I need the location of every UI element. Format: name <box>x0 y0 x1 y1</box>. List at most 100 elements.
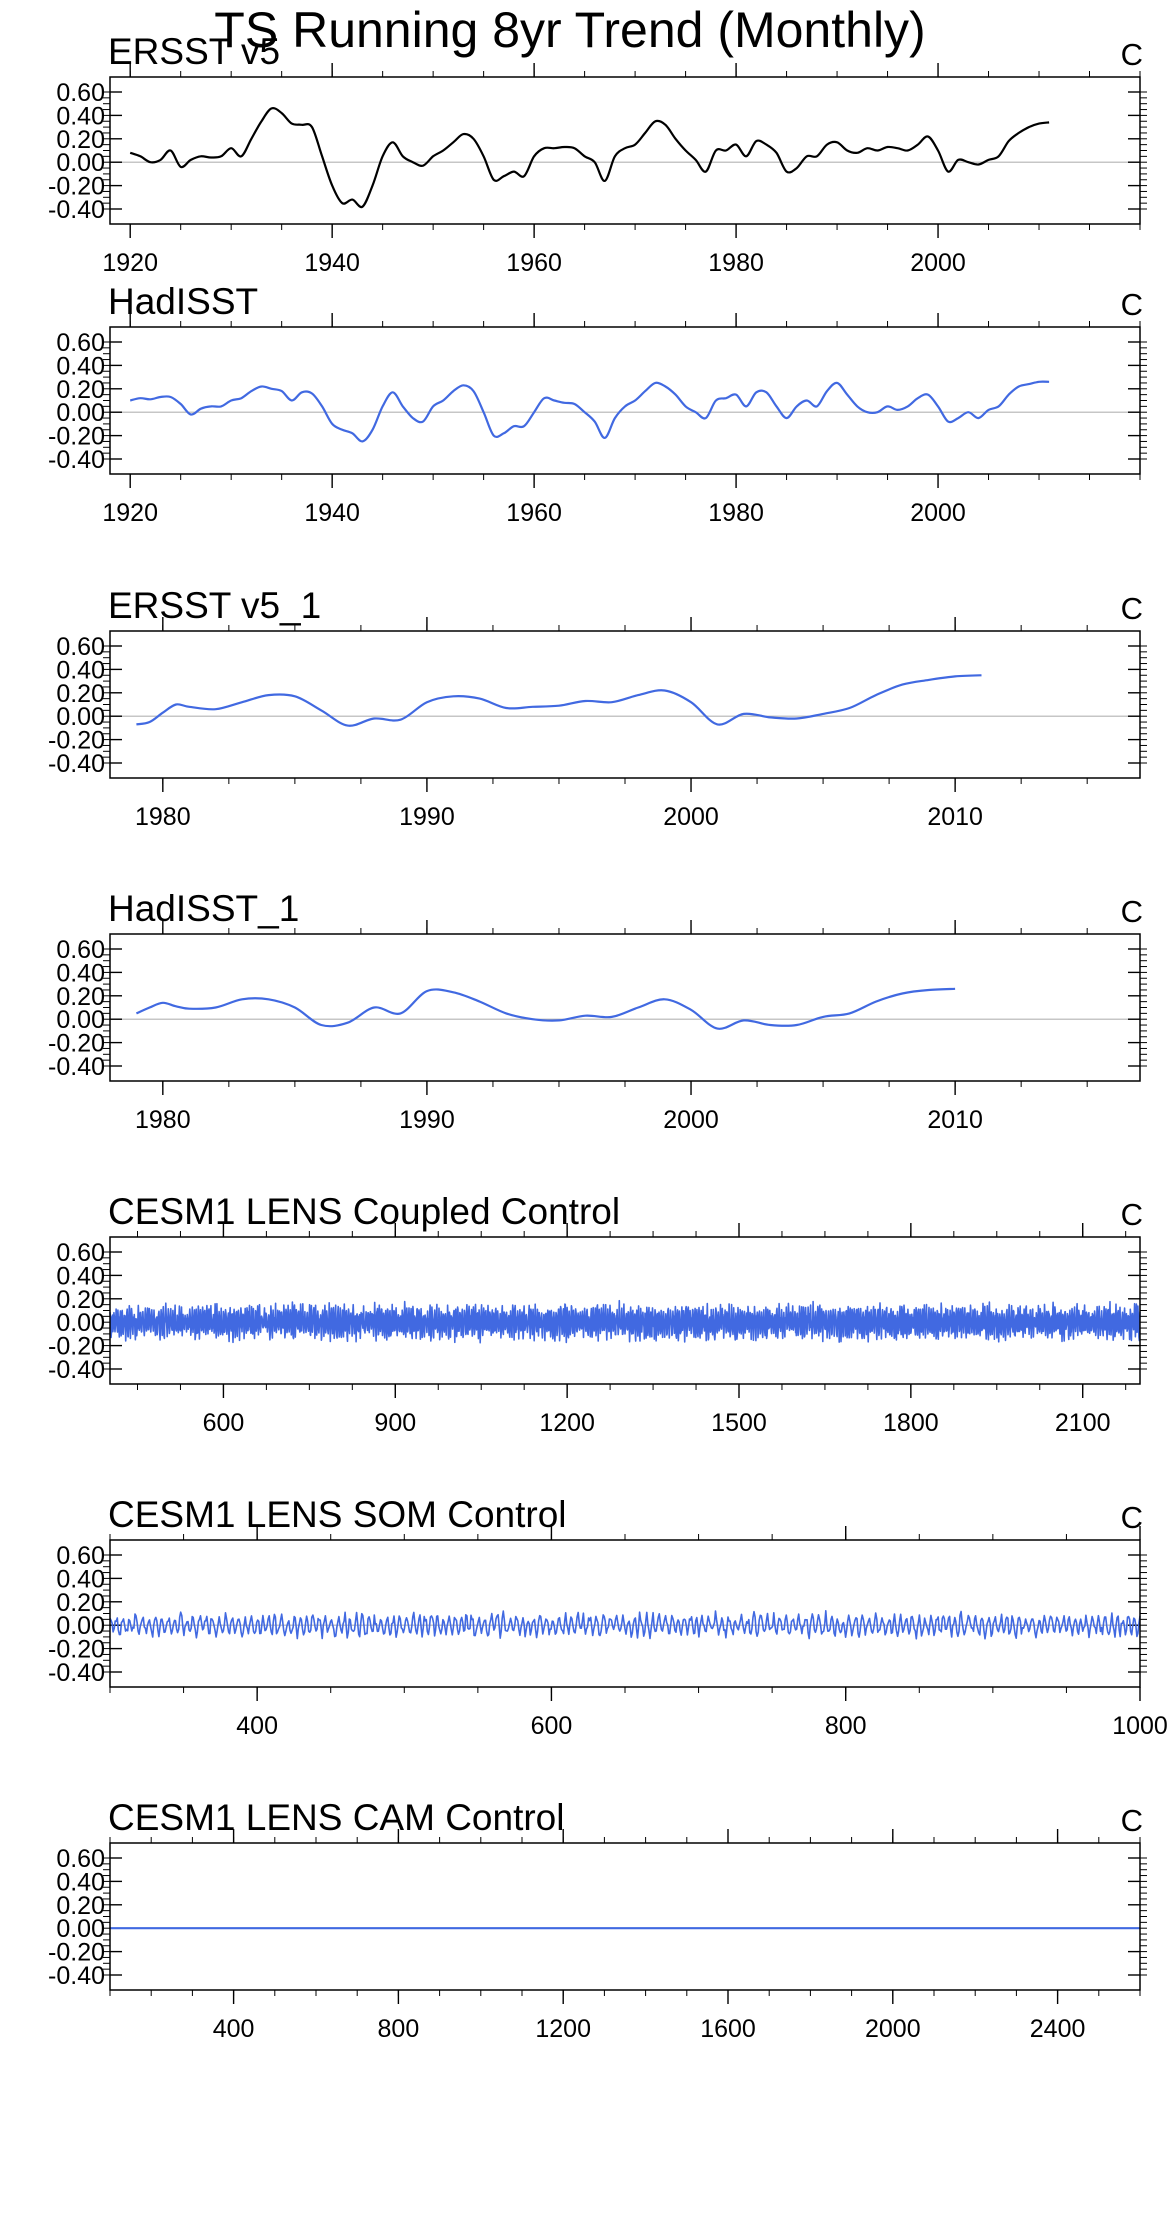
y-tick-label: 0.00 <box>56 1006 105 1034</box>
x-tick-label: 1980 <box>708 249 764 277</box>
y-tick-label: 0.20 <box>56 1286 105 1314</box>
x-tick-label: 1940 <box>304 249 360 277</box>
x-tick-label: 1980 <box>135 1106 191 1134</box>
x-tick-label: 600 <box>203 1409 245 1437</box>
panel-title: HadISST <box>108 281 258 322</box>
x-tick-label: 1000 <box>1112 1712 1168 1740</box>
x-tick-label: 1200 <box>535 2015 591 2043</box>
x-tick-label: 900 <box>374 1409 416 1437</box>
panel-4: HadISST_1 C 0.600.400.200.00-0.20-0.40 1980… <box>48 888 1147 1134</box>
x-tick-label: 1600 <box>700 2015 756 2043</box>
series-line-1 <box>135 987 956 1030</box>
y-tick-label: -0.40 <box>48 750 105 778</box>
y-tick-label: 0.60 <box>56 79 105 107</box>
y-tick-label: 0.40 <box>56 656 105 684</box>
x-tick-label: 2000 <box>910 499 966 527</box>
x-tick-label: 2000 <box>910 249 966 277</box>
y-tick-label: 0.40 <box>56 1565 105 1593</box>
panel-units: C <box>1121 894 1143 929</box>
panel-units: C <box>1121 287 1143 322</box>
y-tick-label: -0.40 <box>48 1962 105 1990</box>
panel-units: C <box>1121 1197 1143 1232</box>
plot-frame <box>109 1539 1141 1688</box>
figure-title: TS Running 8yr Trend (Monthly) <box>214 2 926 58</box>
panel-2: HadISST C 0.600.400.200.00-0.20-0.40 1920 19… <box>48 281 1147 527</box>
y-tick-label: 0.20 <box>56 1892 105 1920</box>
panel-title: ERSST v5_1 <box>108 585 321 626</box>
x-tick-label: 2000 <box>865 2015 921 2043</box>
x-tick-label: 1980 <box>135 803 191 831</box>
x-tick-label: 1980 <box>708 499 764 527</box>
panel-title: CESM1 LENS CAM Control <box>108 1797 564 1838</box>
panel-3: ERSST v5_1 C 0.600.400.200.00-0.20-0.40 198… <box>48 585 1147 831</box>
y-tick-label: -0.20 <box>48 1939 105 1967</box>
panel-title: CESM1 LENS Coupled Control <box>108 1191 620 1232</box>
x-tick-label: 600 <box>531 1712 573 1740</box>
x-tick-label: 2100 <box>1055 1409 1111 1437</box>
y-tick-label: -0.20 <box>48 173 105 201</box>
series-line-1 <box>109 1610 1141 1640</box>
series-line-1 <box>109 1299 1141 1344</box>
y-tick-label: 0.20 <box>56 983 105 1011</box>
y-tick-label: 0.00 <box>56 1309 105 1337</box>
panel-6: CESM1 LENS SOM Control C0.600.400.200.00-… <box>48 1494 1168 1740</box>
y-tick-label: 0.60 <box>56 633 105 661</box>
panel-title: CESM1 LENS SOM Control <box>108 1494 567 1535</box>
y-tick-label: 0.60 <box>56 1239 105 1267</box>
panel-units: C <box>1121 1500 1143 1535</box>
y-tick-label: -0.20 <box>48 727 105 755</box>
plot-frame <box>109 326 1141 475</box>
y-tick-label: 0.20 <box>56 376 105 404</box>
y-tick-label: 0.60 <box>56 1542 105 1570</box>
x-tick-label: 2010 <box>927 803 983 831</box>
y-tick-label: 0.00 <box>56 1915 105 1943</box>
y-tick-label: 0.40 <box>56 959 105 987</box>
panel-1: ERSST v5 C 0.600.400.200.00-0.20-0.40 1920 1… <box>48 31 1147 277</box>
panel-units: C <box>1121 37 1143 72</box>
plot-frame <box>109 1842 1141 1991</box>
y-tick-label: -0.40 <box>48 1356 105 1384</box>
x-tick-label: 400 <box>213 2015 255 2043</box>
x-tick-label: 1990 <box>399 803 455 831</box>
y-tick-label: -0.40 <box>48 196 105 224</box>
y-tick-label: 0.00 <box>56 1612 105 1640</box>
x-tick-label: 2000 <box>663 803 719 831</box>
y-tick-label: 0.60 <box>56 329 105 357</box>
x-tick-label: 800 <box>825 1712 867 1740</box>
x-tick-label: 1960 <box>506 249 562 277</box>
y-tick-label: -0.20 <box>48 1636 105 1664</box>
x-tick-label: 1990 <box>399 1106 455 1134</box>
series-line-1 <box>129 380 1050 443</box>
y-tick-label: -0.20 <box>48 423 105 451</box>
panel-units: C <box>1121 1803 1143 1838</box>
x-tick-label: 1800 <box>883 1409 939 1437</box>
series-line-1 <box>136 674 982 727</box>
y-tick-label: 0.40 <box>56 1868 105 1896</box>
plot-frame <box>109 1236 1141 1385</box>
plot-frame <box>109 76 1141 225</box>
y-tick-label: 0.00 <box>56 399 105 427</box>
y-tick-label: 0.20 <box>56 680 105 708</box>
x-tick-label: 1960 <box>506 499 562 527</box>
y-tick-label: -0.40 <box>48 1659 105 1687</box>
x-tick-label: 400 <box>236 1712 278 1740</box>
y-tick-label: -0.20 <box>48 1030 105 1058</box>
x-tick-label: 1920 <box>102 249 158 277</box>
y-tick-label: -0.20 <box>48 1333 105 1361</box>
y-tick-label: 0.00 <box>56 149 105 177</box>
y-tick-label: -0.40 <box>48 446 105 474</box>
x-tick-label: 1500 <box>711 1409 767 1437</box>
y-tick-label: 0.60 <box>56 1845 105 1873</box>
y-tick-label: 0.60 <box>56 936 105 964</box>
x-tick-label: 2010 <box>927 1106 983 1134</box>
panel-5: CESM1 LENS Coupled Control C 0.600.400.200… <box>48 1191 1147 1437</box>
x-tick-label: 800 <box>378 2015 420 2043</box>
y-tick-label: 0.20 <box>56 1589 105 1617</box>
y-tick-label: 0.40 <box>56 1262 105 1290</box>
panel-7: CESM1 LENS CAM Control C0.600.400.200.00-… <box>48 1797 1147 2043</box>
y-tick-label: -0.40 <box>48 1053 105 1081</box>
panel-units: C <box>1121 591 1143 626</box>
plot-frame <box>109 933 1141 1082</box>
x-tick-label: 1940 <box>304 499 360 527</box>
